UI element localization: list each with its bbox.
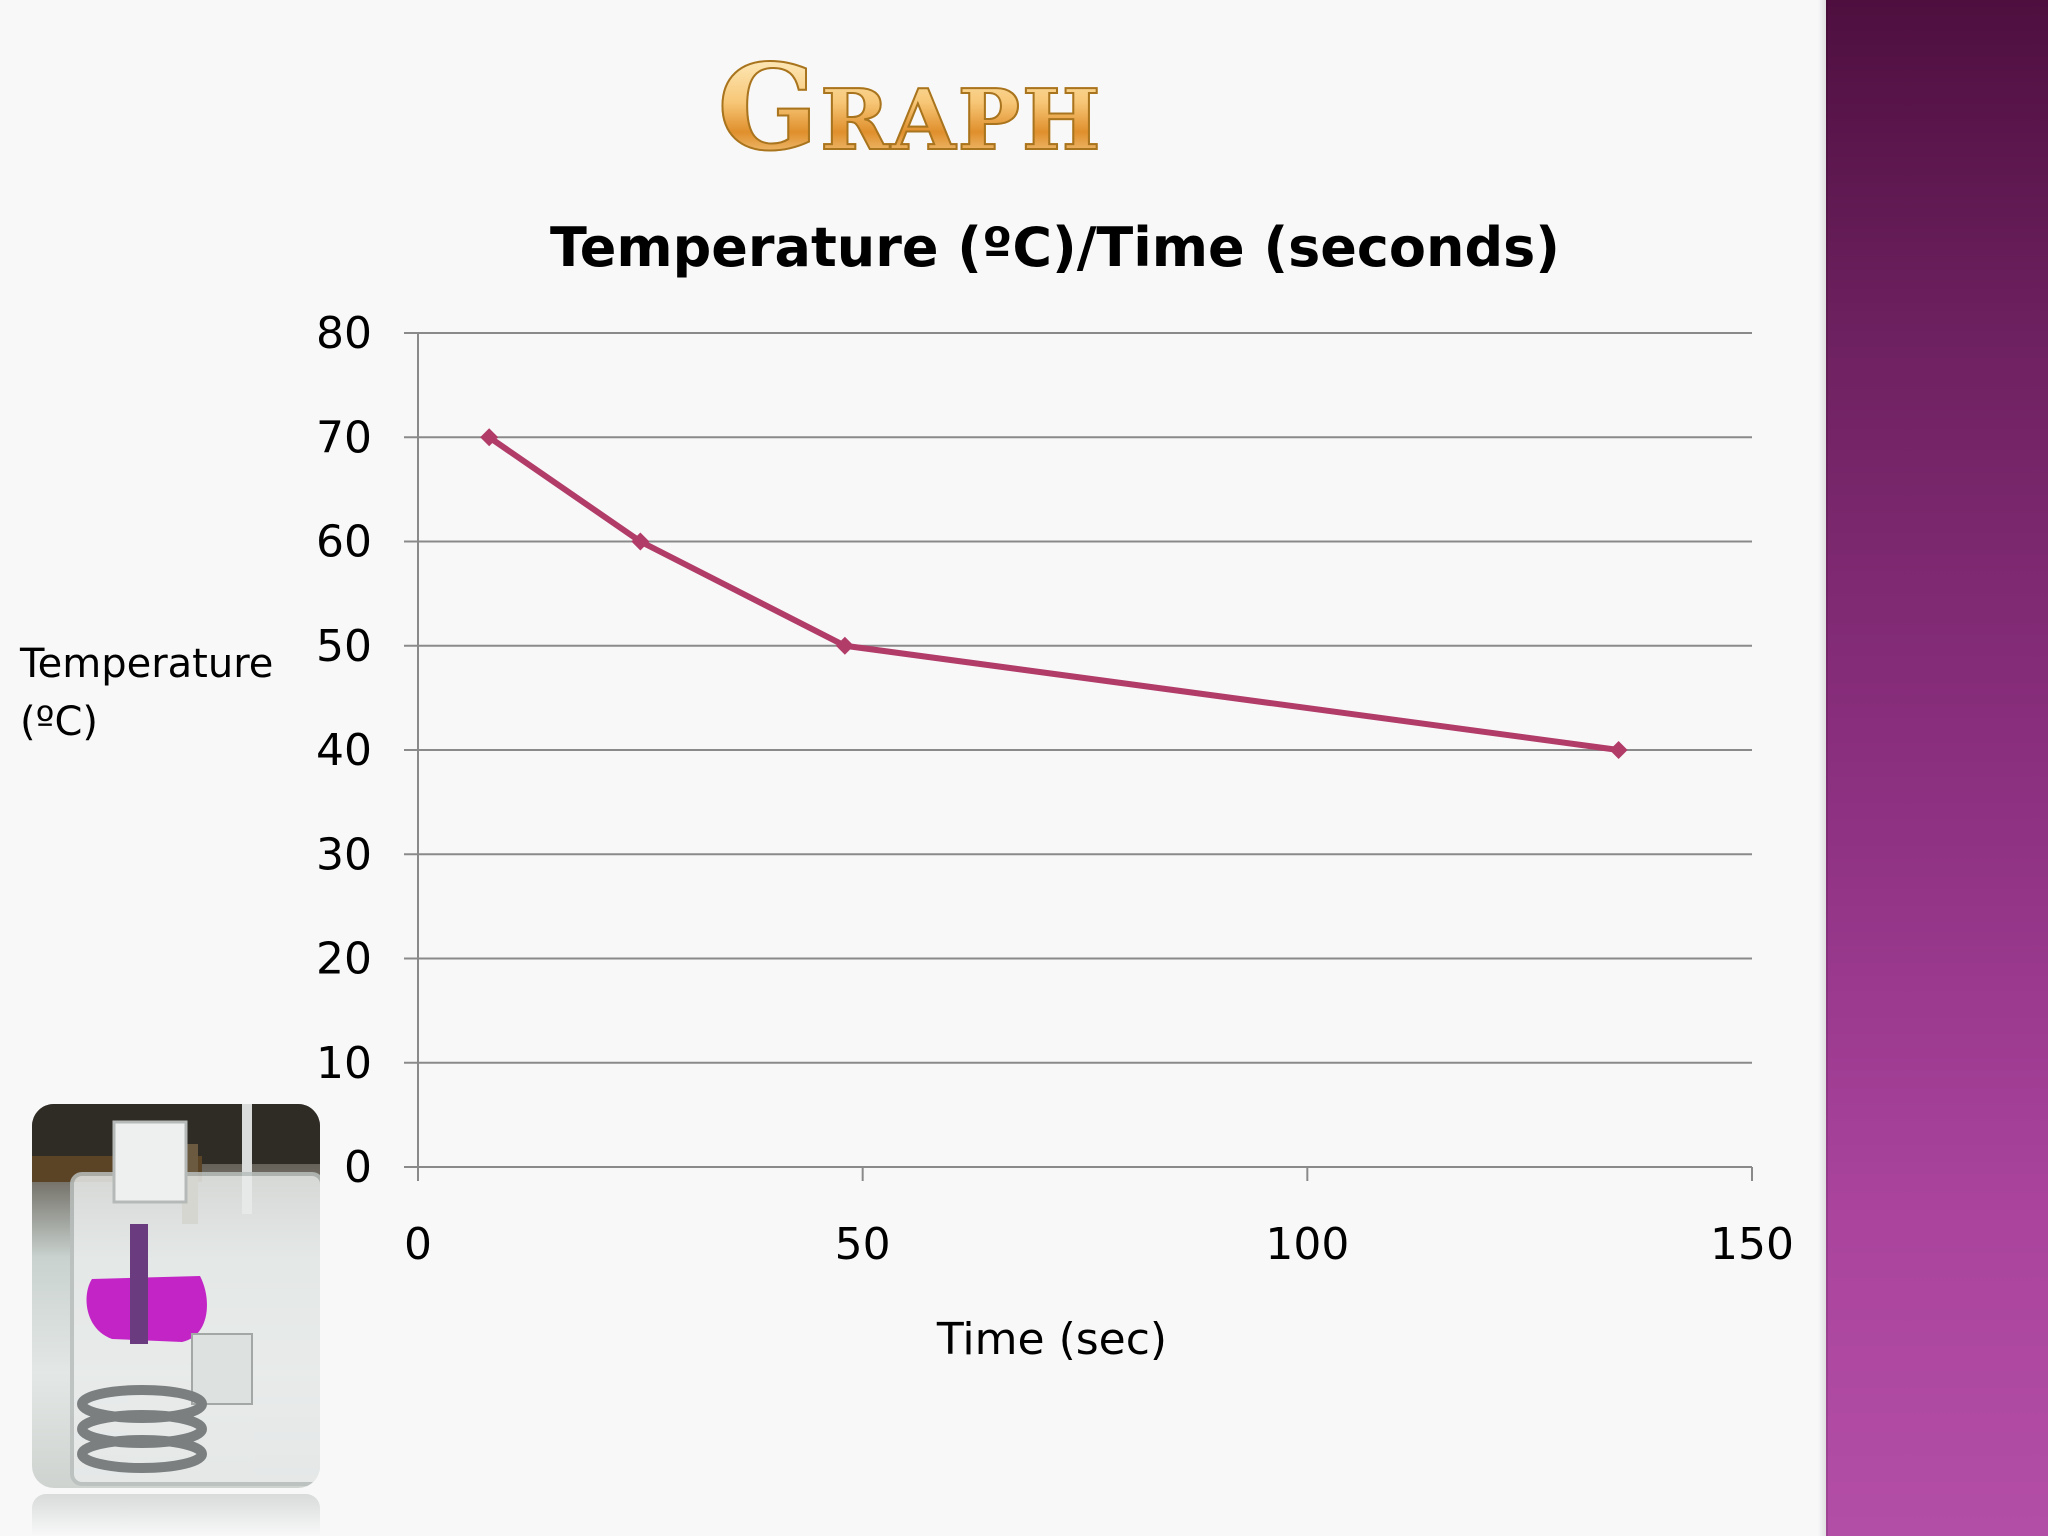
data-point-marker bbox=[631, 532, 650, 551]
series-line bbox=[486, 434, 1622, 753]
y-axis-title-line-2: (ºC) bbox=[20, 699, 98, 745]
x-tick-label: 100 bbox=[1265, 1219, 1349, 1270]
series-layer bbox=[480, 428, 1628, 759]
y-tick-label: 80 bbox=[316, 308, 372, 359]
beaker-photo bbox=[32, 1104, 320, 1488]
x-axis-title: Time (sec) bbox=[936, 1314, 1167, 1365]
y-tick-label: 40 bbox=[316, 725, 372, 776]
beaker-photo-icon bbox=[32, 1104, 320, 1486]
x-tick-label: 150 bbox=[1710, 1219, 1794, 1270]
axes bbox=[404, 333, 1753, 1181]
decorative-side-panel bbox=[1826, 0, 2048, 1536]
gridlines bbox=[404, 332, 1752, 1064]
photo-reflection bbox=[32, 1494, 320, 1536]
y-tick-label: 0 bbox=[344, 1142, 372, 1193]
side-panel-shadow bbox=[1818, 0, 1828, 1536]
y-tick-label: 60 bbox=[316, 517, 372, 568]
y-axis-title-line-1: Temperature bbox=[19, 641, 273, 687]
y-tick-label: 20 bbox=[316, 934, 372, 985]
y-tick-labels: 0 10 20 30 40 50 60 70 80 bbox=[316, 308, 372, 1193]
data-point-marker bbox=[480, 428, 499, 447]
x-tick-label: 50 bbox=[835, 1219, 891, 1270]
x-tick-label: 0 bbox=[404, 1219, 432, 1270]
data-point-marker bbox=[835, 636, 854, 655]
y-tick-label: 50 bbox=[316, 621, 372, 672]
data-point-marker bbox=[1609, 741, 1628, 759]
slide-heading: Graph bbox=[660, 47, 1160, 169]
y-tick-label: 30 bbox=[316, 829, 372, 880]
y-tick-label: 10 bbox=[316, 1038, 372, 1089]
x-tick-labels: 0 50 100 150 bbox=[404, 1219, 1794, 1270]
y-tick-label: 70 bbox=[316, 412, 372, 463]
chart-title: Temperature (ºC)/Time (seconds) bbox=[550, 216, 1560, 279]
